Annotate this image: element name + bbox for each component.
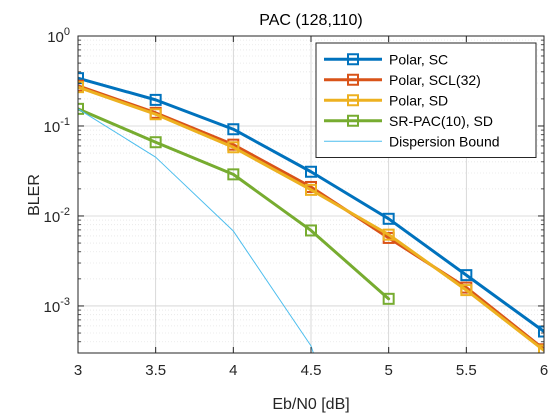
y-tick-label: 10-3 <box>44 296 70 316</box>
data-point-marker <box>227 123 240 136</box>
data-point-marker <box>149 108 162 121</box>
y-axis-title: BLER <box>26 174 43 216</box>
legend-label: Polar, SCL(32) <box>389 72 481 88</box>
legend-marker <box>347 53 359 66</box>
x-tick-label: 3 <box>74 362 82 379</box>
series-line <box>78 76 544 333</box>
series-line <box>78 107 391 301</box>
legend-label: Polar, SD <box>389 92 448 108</box>
tick-labels: 100 10-1 10-2 10-3 3 3.5 4 4.5 5 5.5 6 <box>44 26 549 379</box>
data-point-marker <box>227 141 240 154</box>
legend: Polar, SC Polar, SCL(32) Polar, SD SR-PAC(1… <box>315 42 537 158</box>
chart-title: PAC (128,110) <box>259 12 362 29</box>
data-point-marker <box>305 224 317 237</box>
y-tick-exponent: -1 <box>60 116 70 128</box>
data-point-marker <box>460 284 473 297</box>
data-point-marker <box>149 136 162 149</box>
data-point-marker <box>227 168 240 181</box>
data-point-marker <box>305 165 317 178</box>
legend-label: SR-PAC(10), SD <box>389 113 493 129</box>
data-point-marker <box>305 183 317 196</box>
data-point-marker <box>382 212 395 225</box>
legend-marker <box>347 73 359 86</box>
y-tick-label: 10-1 <box>44 116 70 136</box>
y-tick-exponent: 0 <box>64 26 70 38</box>
data-point-marker <box>149 93 162 106</box>
data-point-marker <box>538 344 544 353</box>
x-tick-label: 4 <box>229 362 237 379</box>
x-tick-label: 6 <box>540 362 548 379</box>
series-line <box>78 108 314 353</box>
legend-marker <box>347 94 359 107</box>
x-tick-label: 5.5 <box>456 362 477 379</box>
data-point-marker <box>382 228 395 241</box>
data-point-marker <box>538 325 544 338</box>
data-point-marker <box>78 102 84 115</box>
y-tick-exponent: -2 <box>60 206 70 218</box>
x-axis-title: Eb/N0 [dB] <box>272 396 349 413</box>
ticks <box>77 35 545 354</box>
legend-marker <box>347 114 359 127</box>
data-point-marker <box>382 292 395 305</box>
y-tick-exponent: -3 <box>60 296 70 308</box>
y-tick-label: 10-2 <box>44 206 70 226</box>
series-line <box>78 85 544 352</box>
x-tick-label: 4.5 <box>301 362 322 379</box>
legend-label: Polar, SC <box>389 51 448 67</box>
x-tick-label: 5 <box>384 362 392 379</box>
data-point-marker <box>460 269 473 282</box>
x-tick-label: 3.5 <box>145 362 166 379</box>
legend-label: Dispersion Bound <box>389 133 500 149</box>
data-point-marker <box>78 81 84 94</box>
y-tick-label: 100 <box>47 26 70 46</box>
series-group <box>78 72 544 353</box>
data-point-marker <box>78 72 84 85</box>
